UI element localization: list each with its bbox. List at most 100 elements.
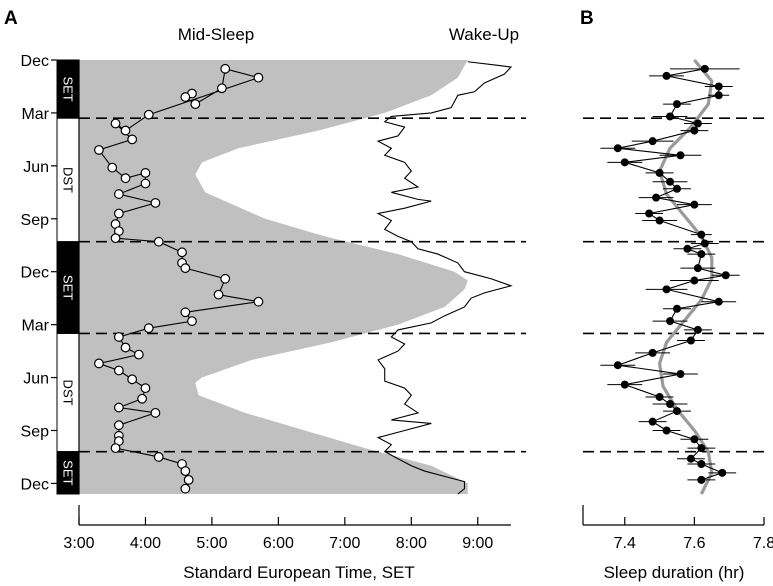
sleep-duration-point-0	[700, 64, 709, 73]
sleep-duration-point-43	[686, 454, 695, 463]
sleep-duration-point-22	[697, 250, 706, 259]
regime-label-2: SET	[61, 275, 76, 300]
mid-sleep-point-15	[113, 189, 124, 199]
mid-sleep-point-35	[113, 365, 124, 376]
mid-sleep-point-6	[143, 109, 154, 120]
sleep-duration-point-14	[672, 184, 681, 193]
regime-label-3: DST	[61, 380, 76, 406]
sleep-duration-point-34	[676, 370, 685, 379]
sleep-duration-point-39	[648, 417, 657, 426]
mid-sleep-point-29	[187, 316, 197, 327]
wake-up-line	[376, 61, 513, 495]
sleep-duration-point-12	[655, 168, 664, 177]
sleep-duration-point-5	[666, 112, 675, 121]
sleep-duration-point-9	[613, 144, 622, 153]
sleep-duration-point-21	[683, 244, 692, 253]
sleep-duration-point-36	[655, 392, 664, 401]
sleep-duration-point-26	[662, 285, 671, 294]
panel-a-label: A	[4, 8, 18, 29]
fit-curve	[657, 58, 714, 495]
mid-sleep-point-48	[183, 474, 194, 485]
mid-sleep-label: Mid-Sleep	[178, 25, 255, 44]
sleep-duration-point-6	[693, 119, 702, 128]
mid-sleep-point-17	[113, 208, 124, 219]
panel-b-x-tick-label-0: 7.4	[614, 535, 636, 552]
sleep-duration-point-2	[714, 82, 723, 91]
panel-a-x-tick-label-0: 3:00	[63, 535, 94, 552]
sleep-duration-point-35	[620, 380, 629, 389]
sleep-duration-point-13	[666, 177, 675, 186]
mid-sleep-point-45	[153, 452, 164, 462]
sleep-duration-point-7	[690, 126, 699, 135]
panel-a-y-tick-label-7: Sep	[21, 423, 50, 440]
mid-sleep-point-41	[113, 420, 124, 431]
panel-a-axes: 3:00 4:00 5:00 6:00 7:00 8:00 9:00 Dec Mar Jun Sep…	[21, 53, 511, 552]
mid-sleep-point-25	[220, 273, 231, 284]
daylight-area	[79, 60, 468, 494]
mid-sleep-point-27	[253, 296, 264, 307]
panel-b-x-axis-title: Sleep duration (hr)	[604, 563, 745, 582]
panel-a-x-tick-label-1: 4:00	[130, 535, 161, 552]
panel-a-y-tick-label-6: Jun	[23, 371, 49, 388]
sleep-duration-point-3	[714, 91, 723, 100]
sleep-duration-point-23	[693, 264, 702, 273]
panel-b-label: B	[580, 8, 594, 29]
mid-sleep-point-20	[110, 233, 121, 244]
sleep-duration-point-31	[686, 336, 695, 345]
wake-up-label: Wake-Up	[449, 25, 519, 44]
sleep-duration-point-18	[655, 216, 664, 225]
sleep-duration-point-17	[645, 209, 654, 218]
mid-sleep-point-2	[190, 99, 201, 110]
panel-b-x-tick-label-2: 7.8	[753, 535, 773, 552]
panel-a-y-tick-label-5: Mar	[21, 318, 49, 335]
mid-sleep-point-11	[107, 162, 118, 173]
sleep-duration-point-4	[672, 100, 681, 109]
mid-sleep-point-30	[143, 323, 154, 334]
sleep-duration-series	[600, 64, 740, 484]
panel-b-x-tick-label-1: 7.6	[683, 535, 705, 552]
sleep-duration-point-15	[652, 193, 661, 202]
mid-sleep-point-1	[180, 92, 191, 102]
mid-sleep-point-4	[220, 63, 231, 74]
sleep-duration-point-45	[718, 468, 727, 477]
regime-label-0: SET	[61, 76, 76, 101]
panel-a-x-tick-label-2: 5:00	[196, 535, 227, 552]
mid-sleep-point-49	[180, 483, 191, 494]
mid-sleep-series	[94, 63, 264, 494]
sleep-duration-point-32	[648, 348, 657, 357]
panel-a-y-tick-label-2: Jun	[23, 159, 49, 176]
mid-sleep-point-13	[140, 168, 151, 178]
panel-a-y-tick-label-8: Dec	[21, 476, 49, 493]
sleep-duration-point-27	[714, 297, 723, 306]
sleep-duration-point-37	[666, 400, 675, 409]
panel-a-x-tick-label-3: 6:00	[263, 535, 294, 552]
sleep-duration-point-33	[613, 361, 622, 370]
mid-sleep-point-3	[216, 83, 227, 94]
mid-sleep-point-33	[133, 349, 144, 360]
sleep-duration-point-11	[620, 158, 629, 167]
panel-a-y-tick-label-0: Dec	[21, 53, 49, 70]
sleep-duration-point-10	[676, 151, 685, 160]
panel-a: SET DST SET DST SET 3:00 4:00 5:00 6:00 7:00 8:00…	[4, 8, 526, 582]
fit-line	[657, 58, 714, 495]
mid-sleep-point-21	[153, 236, 164, 247]
panel-b: 7.4 7.6 7.8 B Sleep duration (hr)	[580, 8, 773, 582]
sleep-duration-point-1	[662, 71, 671, 80]
mid-sleep-point-38	[137, 393, 148, 404]
mid-sleep-point-26	[213, 289, 224, 300]
regime-label-4: SET	[61, 460, 76, 485]
wake-up-series	[376, 61, 513, 495]
mid-sleep-point-9	[127, 134, 138, 145]
sleep-duration-point-30	[693, 325, 702, 334]
sleep-duration-point-44	[697, 460, 706, 469]
sleep-duration-point-19	[697, 230, 706, 239]
sleep-duration-point-16	[690, 200, 699, 209]
regime-label-1: DST	[61, 167, 76, 193]
mid-sleep-point-8	[110, 118, 121, 129]
mid-sleep-point-22	[177, 247, 187, 258]
panel-a-y-tick-label-1: Mar	[21, 106, 49, 123]
mid-sleep-point-31	[113, 332, 124, 342]
panel-a-x-tick-label-4: 7:00	[329, 535, 360, 552]
mid-sleep-point-28	[180, 307, 191, 318]
mid-sleep-point-34	[94, 358, 104, 369]
